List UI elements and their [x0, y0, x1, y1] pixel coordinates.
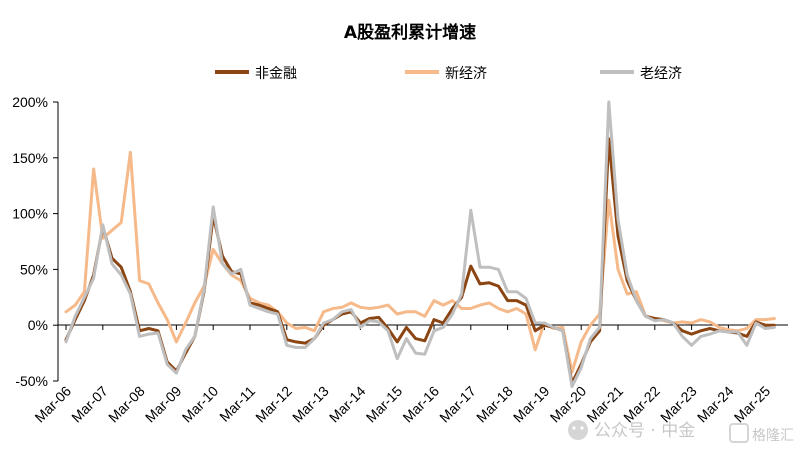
watermark: 公众号 · 中金 格隆汇 [568, 420, 794, 444]
y-ticks: 200% 150% 100% 50% 0% -50% [12, 94, 58, 389]
y-tick-label: 150% [12, 150, 48, 166]
x-tick-label: Mar-13 [289, 383, 332, 426]
legend-label-2: 老经济 [640, 66, 682, 82]
x-tick-label: Mar-18 [473, 383, 516, 426]
wechat-icon-eye-right [580, 426, 584, 430]
plot-area: 200% 150% 100% 50% 0% -50% Mar-06Mar-07Mar-08… [12, 94, 788, 425]
x-tick-label: Mar-09 [142, 383, 185, 426]
x-tick-label: Mar-25 [731, 383, 774, 426]
watermark-text-source: 公众号 · 中金 [594, 421, 695, 441]
chart-title: A股盈利累计增速 [344, 22, 476, 43]
wechat-icon [568, 420, 588, 440]
y-tick-label: 200% [12, 94, 48, 110]
x-tick-label: Mar-06 [31, 383, 74, 426]
wechat-icon-eye-left [572, 426, 576, 430]
legend-label-0: 非金融 [255, 66, 297, 82]
series-lines [64, 100, 776, 389]
glh-logo-icon [729, 423, 749, 443]
x-tick-label: Mar-16 [399, 383, 442, 426]
series-line-0 [64, 137, 776, 385]
x-tick-label: Mar-23 [657, 383, 700, 426]
legend: 非金融 新经济 老经济 [215, 66, 682, 82]
x-ticks: Mar-06Mar-07Mar-08Mar-09Mar-10Mar-11Mar-… [31, 325, 773, 425]
x-tick-label: Mar-21 [583, 383, 626, 426]
x-tick-label: Mar-22 [620, 383, 663, 426]
x-tick-label: Mar-24 [694, 383, 737, 426]
x-tick-label: Mar-08 [105, 383, 148, 426]
x-tick-label: Mar-07 [68, 383, 111, 426]
x-tick-label: Mar-14 [326, 383, 369, 426]
y-tick-label: 0% [28, 317, 48, 333]
x-tick-label: Mar-20 [547, 383, 590, 426]
x-tick-label: Mar-11 [216, 383, 258, 425]
x-tick-label: Mar-17 [436, 383, 479, 426]
watermark-text-brand: 格隆汇 [752, 428, 794, 444]
x-tick-label: Mar-15 [363, 383, 406, 426]
y-tick-label: 50% [20, 261, 48, 277]
x-tick-label: Mar-12 [252, 383, 295, 426]
y-tick-label: -50% [15, 373, 48, 389]
legend-label-1: 新经济 [445, 66, 487, 82]
y-tick-label: 100% [12, 206, 48, 222]
x-tick-label: Mar-19 [510, 383, 553, 426]
x-tick-label: Mar-10 [179, 383, 222, 426]
series-line-2 [64, 100, 776, 389]
